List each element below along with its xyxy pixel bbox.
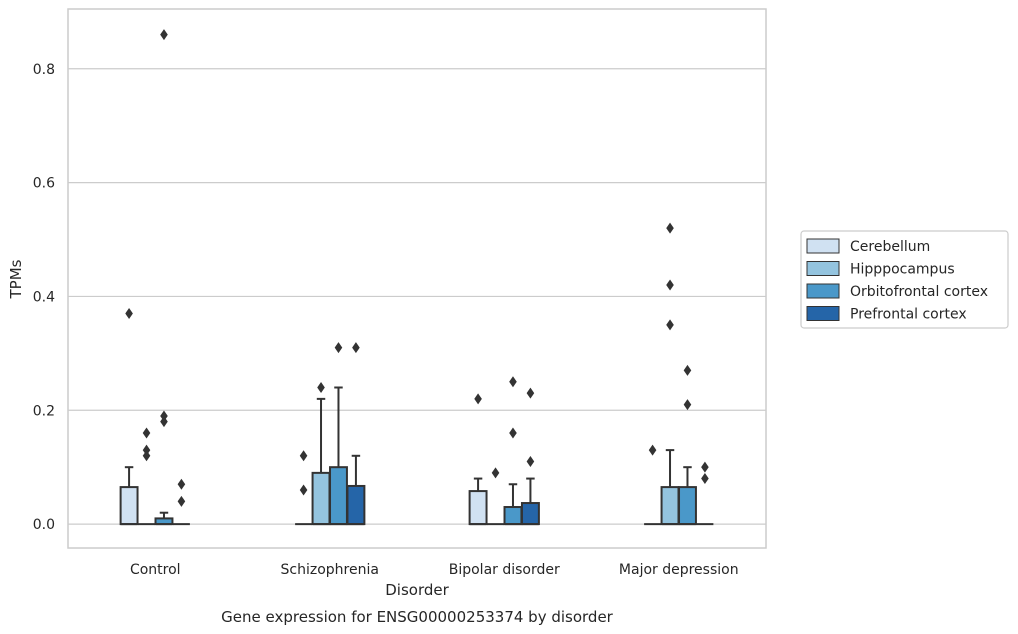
- box-group: [644, 444, 662, 526]
- legend-entry-label: Cerebellum: [850, 239, 930, 255]
- box: [468, 490, 488, 526]
- box: [503, 506, 523, 526]
- outlier-point: [526, 455, 535, 467]
- outlier-point: [352, 342, 360, 354]
- outlier-point: [160, 416, 168, 428]
- outlier-point: [666, 279, 674, 291]
- legend-entry-label: Hipppocampus: [850, 262, 955, 278]
- outlier-point: [142, 444, 151, 456]
- box: [346, 484, 366, 526]
- outlier-point: [701, 473, 709, 485]
- box-group: [172, 478, 190, 526]
- x-axis-tick-labels: Control Schizophrenia Bipolar disorder Majo…: [130, 562, 739, 578]
- y-tick-label: 0.2: [33, 403, 55, 419]
- y-tick-label: 0.4: [33, 289, 55, 305]
- x-tick-label: Control: [130, 562, 181, 578]
- outlier-point: [666, 222, 674, 234]
- legend-entry-label: Orbitofrontal cortex: [850, 284, 988, 300]
- legend-frame: [800, 230, 1009, 329]
- box: [119, 486, 139, 526]
- outlier-point: [177, 478, 186, 490]
- box-group: [311, 381, 331, 526]
- outlier-point: [509, 427, 517, 439]
- x-tick-label: Bipolar disorder: [449, 562, 560, 578]
- y-tick-label: 0.0: [33, 517, 55, 533]
- outlier-point: [299, 450, 308, 462]
- box-group: [329, 342, 348, 526]
- box-group: [154, 29, 174, 526]
- outlier-point: [666, 319, 674, 331]
- box-group: [295, 450, 313, 526]
- box-group: [696, 461, 714, 526]
- box-group: [119, 308, 139, 526]
- box-group: [138, 427, 155, 526]
- outlier-point: [125, 308, 133, 320]
- y-axis-label: TPMs: [7, 259, 25, 299]
- box-group: [660, 222, 680, 526]
- box-plot-marks: [119, 29, 714, 526]
- y-tick-label: 0.8: [33, 62, 55, 78]
- legend-swatch: [806, 261, 840, 276]
- legend-entry-label: Prefrontal cortex: [850, 307, 967, 323]
- outlier-point: [474, 393, 482, 405]
- outlier-point: [142, 427, 151, 439]
- outlier-point: [177, 495, 186, 507]
- x-tick-label: Major depression: [619, 562, 739, 578]
- outlier-point: [701, 461, 709, 473]
- box-group: [468, 393, 488, 526]
- y-axis-tick-labels: 0.0 0.2 0.4 0.6 0.8: [33, 62, 55, 533]
- legend-swatch: [806, 306, 840, 321]
- outlier-point: [491, 467, 500, 479]
- legend-swatch: [806, 238, 840, 254]
- chart-caption: Gene expression for ENSG00000253374 by d…: [221, 608, 614, 626]
- box-group: [487, 467, 504, 526]
- box: [520, 502, 540, 526]
- box-group: [678, 364, 697, 526]
- outlier-point: [142, 450, 151, 462]
- outlier-point: [648, 444, 657, 456]
- outlier-point: [317, 381, 325, 393]
- x-tick-label: Schizophrenia: [281, 562, 379, 578]
- box-group: [346, 342, 366, 526]
- outlier-point: [683, 364, 692, 376]
- x-axis-label: Disorder: [385, 581, 449, 599]
- outlier-point: [526, 387, 535, 399]
- box-group: [520, 387, 540, 526]
- legend-swatch: [806, 283, 840, 299]
- box: [311, 471, 331, 526]
- box: [329, 466, 348, 526]
- outlier-point: [160, 410, 168, 422]
- y-tick-label: 0.6: [33, 176, 55, 192]
- box: [678, 486, 697, 526]
- plot-area-frame: [67, 8, 767, 549]
- outlier-point: [160, 29, 168, 41]
- outlier-point: [299, 484, 308, 496]
- outlier-point: [509, 376, 517, 388]
- box: [660, 486, 680, 526]
- legend: Cerebellum Hipppocampus Orbitofrontal cort…: [800, 230, 1009, 329]
- outlier-point: [683, 399, 692, 411]
- outlier-point: [334, 342, 343, 354]
